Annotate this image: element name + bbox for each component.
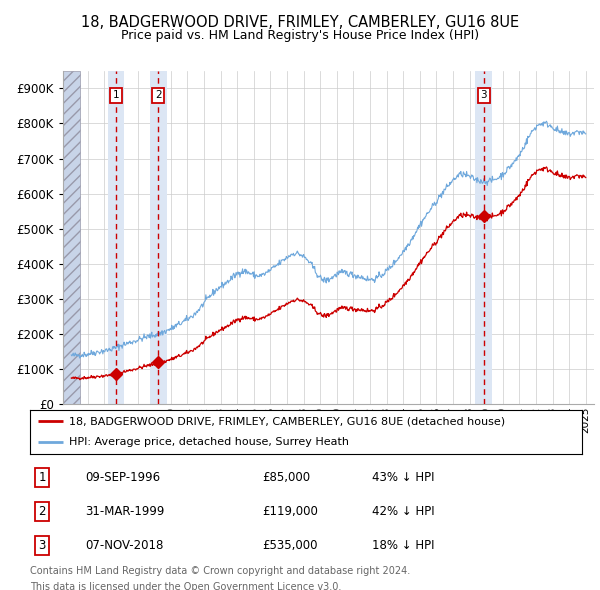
Text: Price paid vs. HM Land Registry's House Price Index (HPI): Price paid vs. HM Land Registry's House … bbox=[121, 30, 479, 42]
Text: 1: 1 bbox=[38, 471, 46, 484]
Text: 31-MAR-1999: 31-MAR-1999 bbox=[85, 505, 164, 518]
Text: 18, BADGERWOOD DRIVE, FRIMLEY, CAMBERLEY, GU16 8UE (detached house): 18, BADGERWOOD DRIVE, FRIMLEY, CAMBERLEY… bbox=[68, 416, 505, 426]
Text: 1: 1 bbox=[113, 90, 119, 100]
Text: £119,000: £119,000 bbox=[262, 505, 318, 518]
Text: 43% ↓ HPI: 43% ↓ HPI bbox=[372, 471, 435, 484]
Bar bbox=[107, 71, 124, 404]
Bar bbox=[475, 71, 492, 404]
Text: This data is licensed under the Open Government Licence v3.0.: This data is licensed under the Open Gov… bbox=[30, 582, 341, 590]
Text: Contains HM Land Registry data © Crown copyright and database right 2024.: Contains HM Land Registry data © Crown c… bbox=[30, 566, 410, 576]
Bar bbox=[63, 71, 80, 404]
Text: 18, BADGERWOOD DRIVE, FRIMLEY, CAMBERLEY, GU16 8UE: 18, BADGERWOOD DRIVE, FRIMLEY, CAMBERLEY… bbox=[81, 15, 519, 30]
Text: 42% ↓ HPI: 42% ↓ HPI bbox=[372, 505, 435, 518]
Text: £85,000: £85,000 bbox=[262, 471, 310, 484]
Text: 18% ↓ HPI: 18% ↓ HPI bbox=[372, 539, 435, 552]
Text: 3: 3 bbox=[38, 539, 46, 552]
Text: 2: 2 bbox=[155, 90, 162, 100]
Text: 2: 2 bbox=[38, 505, 46, 518]
Bar bbox=[150, 71, 167, 404]
Text: HPI: Average price, detached house, Surrey Heath: HPI: Average price, detached house, Surr… bbox=[68, 437, 349, 447]
Text: £535,000: £535,000 bbox=[262, 539, 317, 552]
Text: 09-SEP-1996: 09-SEP-1996 bbox=[85, 471, 160, 484]
Text: 07-NOV-2018: 07-NOV-2018 bbox=[85, 539, 164, 552]
Text: 3: 3 bbox=[481, 90, 487, 100]
